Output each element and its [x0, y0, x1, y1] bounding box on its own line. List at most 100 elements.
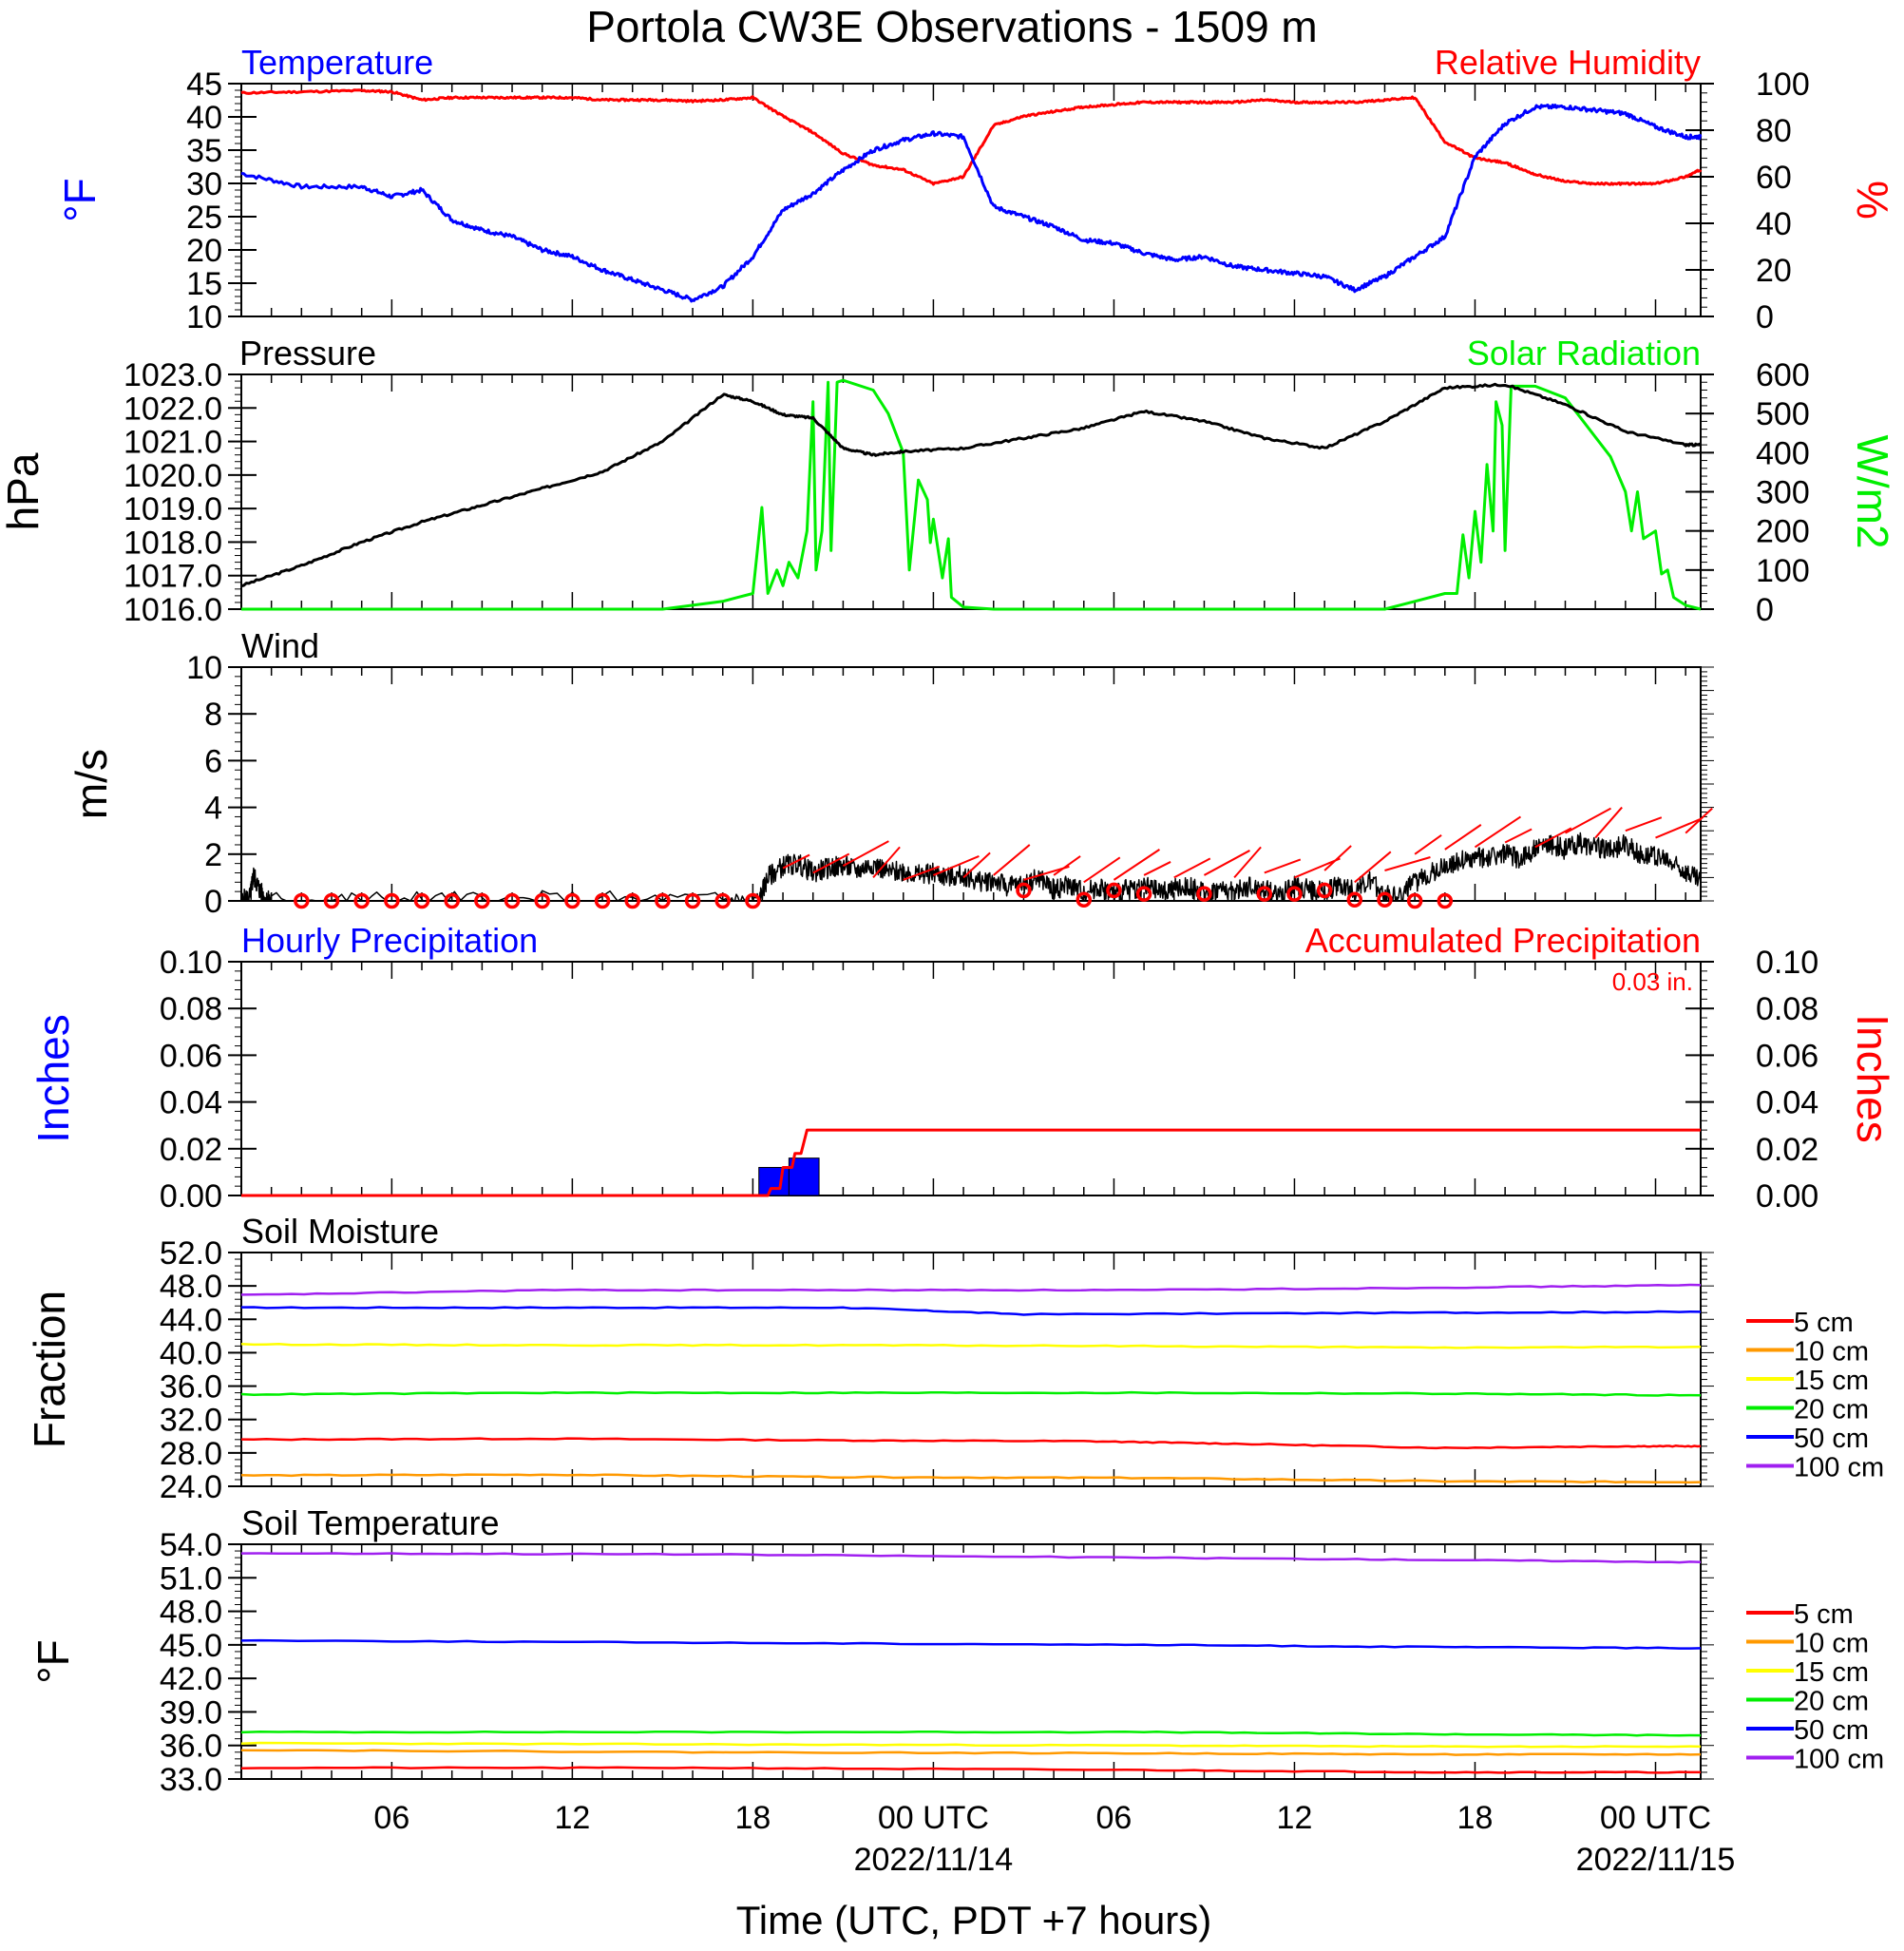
soil_moisture-y-tick-label: 48.0 — [160, 1269, 222, 1305]
x-tick-label: 18 — [1457, 1800, 1494, 1836]
temp_rh-y-tick-label: 45 — [186, 67, 222, 103]
soil_temp-legend-label: 10 cm — [1794, 1629, 1869, 1659]
wind-barb — [1594, 806, 1623, 839]
wind-barb — [993, 844, 1031, 876]
pressure_solar-y2-tick-label: 600 — [1756, 357, 1810, 393]
panel-title-soil-moisture: Soil Moisture — [241, 1212, 439, 1251]
precip-y-tick-label: 0.06 — [160, 1038, 222, 1074]
soil_moisture-legend-label: 15 cm — [1794, 1366, 1869, 1396]
panel-precipitation: 0.10 0.08 0.06 0.04 0.02 0.00 0.10 0.08 0.06 0.04… — [29, 921, 1897, 1215]
series-soil-temp-15cm — [240, 1741, 1702, 1749]
soil_moisture-legend-label: 10 cm — [1794, 1337, 1869, 1368]
panel-title-temperature: Temperature — [241, 43, 433, 82]
series-soil-temp-20cm — [240, 1730, 1702, 1737]
panel-wind: 10 8 6 4 2 0 Wind m/s — [67, 626, 1714, 920]
soil_temp-legend-label: 50 cm — [1794, 1715, 1869, 1746]
calm-wind-marker — [474, 892, 490, 909]
y2-axis-label-percent: % — [1848, 181, 1897, 220]
calm-wind-marker — [1406, 892, 1423, 909]
y-axis-label-ms: m/s — [67, 749, 116, 819]
series-soil-moisture-5cm — [240, 1437, 1702, 1450]
panel-soil-temperature: 54.051.048.045.042.039.036.033.0 Soil Tem… — [29, 1503, 1884, 1878]
series-relative-humidity — [240, 88, 1703, 186]
wind-barb — [1264, 858, 1302, 874]
wind-barb — [1625, 816, 1663, 832]
hourly-precip-bar — [758, 1166, 790, 1196]
series-soil-moisture-10cm — [240, 1473, 1702, 1484]
x-tick-label: 00 UTC — [1600, 1800, 1711, 1836]
soil_temp-y-tick-label: 36.0 — [160, 1729, 222, 1765]
pressure_solar-y-tick-label: 1018.0 — [124, 525, 222, 561]
x-tick-label: 18 — [734, 1800, 771, 1836]
temp_rh-y-tick-label: 15 — [186, 266, 222, 302]
calm-wind-marker — [714, 892, 731, 909]
soil_moisture-y-tick-label: 44.0 — [160, 1302, 222, 1338]
series-wind-speed — [240, 832, 1702, 902]
soil_temp-y-tick-label: 42.0 — [160, 1661, 222, 1697]
figure-title: Portola CW3E Observations - 1509 m — [586, 2, 1318, 51]
calm-wind-marker — [1286, 886, 1303, 902]
pressure_solar-y-tick-label: 1023.0 — [124, 357, 222, 393]
series-soil-moisture-100cm — [240, 1283, 1702, 1296]
calm-wind-marker — [294, 892, 310, 909]
series-soil-temp-50cm — [240, 1638, 1702, 1650]
date-label-2: 2022/11/15 — [1576, 1842, 1736, 1878]
series-soil-temp-100cm — [240, 1552, 1702, 1564]
series-soil-moisture-20cm — [240, 1390, 1702, 1397]
y-axis-label-inches: Inches — [29, 1014, 78, 1143]
calm-wind-marker — [1256, 886, 1273, 902]
precip-plot-frame — [240, 961, 1702, 1196]
wind-barb — [1655, 817, 1702, 839]
temp_rh-y2-tick-label: 20 — [1756, 253, 1792, 289]
temp_rh-plot-frame — [240, 83, 1702, 317]
precip-y-tick-label: 0.08 — [160, 991, 222, 1027]
panel-pressure-solar: 1023.01022.01021.01020.01019.01018.01017… — [0, 334, 1897, 628]
calm-wind-marker — [323, 892, 340, 909]
wind-barb — [1504, 828, 1533, 844]
y2-axis-label-inches: Inches — [1848, 1014, 1897, 1143]
wind-barb — [1053, 855, 1081, 876]
calm-wind-marker — [353, 892, 370, 909]
panel-title-pressure: Pressure — [239, 334, 376, 373]
soil_moisture-y-tick-label: 52.0 — [160, 1235, 222, 1272]
wind-barb — [1173, 857, 1211, 879]
panel-title-relative-humidity: Relative Humidity — [1435, 43, 1701, 82]
wind-barb — [872, 846, 901, 879]
temp_rh-y2-tick-label: 80 — [1756, 113, 1792, 149]
soil_temp-y-tick-label: 33.0 — [160, 1762, 222, 1798]
calm-wind-marker — [1316, 882, 1333, 899]
series-soil-moisture-50cm — [240, 1306, 1702, 1316]
wind-barb — [842, 840, 889, 867]
wind-barb — [812, 852, 850, 874]
panel-soil-moisture: 52.048.044.040.036.032.028.024.0 Soil Moi… — [25, 1212, 1884, 1505]
pressure_solar-y2-tick-label: 0 — [1756, 592, 1774, 628]
wind-barb — [1143, 861, 1171, 876]
soil_temp-plot-frame — [240, 1543, 1702, 1780]
temp_rh-y2-tick-label: 0 — [1756, 299, 1774, 335]
wind-barb — [1294, 857, 1341, 879]
soil_temp-legend-label: 100 cm — [1794, 1745, 1884, 1775]
soil_temp-legend-label: 15 cm — [1794, 1657, 1869, 1688]
wind-barb — [1354, 851, 1392, 884]
soil_moisture-plot-frame — [240, 1252, 1702, 1487]
pressure_solar-y2-tick-label: 200 — [1756, 514, 1810, 550]
wind-barb — [1203, 850, 1250, 876]
x-tick-label: 06 — [1096, 1800, 1133, 1836]
panel-title-soil-temperature: Soil Temperature — [241, 1503, 499, 1542]
precip-y-tick-label: 0.02 — [160, 1132, 222, 1168]
calm-wind-marker — [655, 892, 671, 909]
soil_temp-y-tick-label: 39.0 — [160, 1694, 222, 1731]
soil_temp-legend-label: 5 cm — [1794, 1599, 1854, 1630]
precip-y2-tick-label: 0.04 — [1756, 1085, 1818, 1121]
series-temperature — [240, 104, 1703, 303]
panel-title-solar-radiation: Solar Radiation — [1467, 334, 1701, 373]
soil_moisture-y-tick-label: 28.0 — [160, 1436, 222, 1472]
x-tick-label: 12 — [554, 1800, 590, 1836]
wind-barb — [903, 865, 941, 881]
soil_moisture-y-tick-label: 40.0 — [160, 1335, 222, 1371]
pressure_solar-y-tick-label: 1017.0 — [124, 559, 222, 595]
temp_rh-y2-tick-label: 100 — [1756, 67, 1810, 103]
panel-title-accumulated-precipitation: Accumulated Precipitation — [1305, 921, 1701, 960]
pressure_solar-y2-tick-label: 300 — [1756, 475, 1810, 511]
